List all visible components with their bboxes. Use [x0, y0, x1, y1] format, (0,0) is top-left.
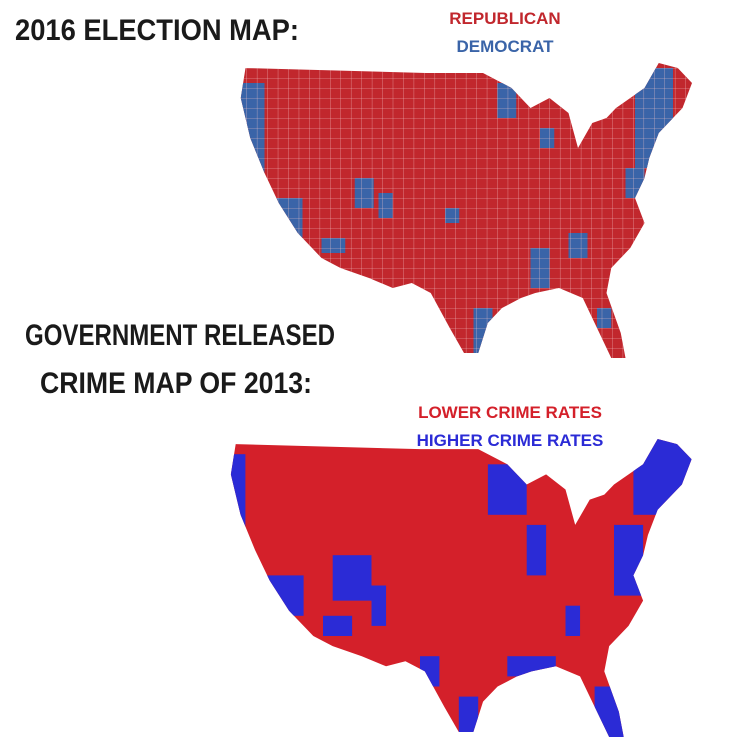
election-title: 2016 ELECTION MAP: [15, 14, 299, 47]
legend-label: REPUBLICAN [449, 9, 560, 28]
crime-map [230, 439, 692, 738]
legend-label: HIGHER CRIME RATES [417, 431, 604, 450]
crime-title: CRIME MAP OF 2013: [40, 367, 312, 400]
legend-label: LOWER CRIME RATES [418, 403, 602, 422]
crime-title: GOVERNMENT RELEASED [25, 319, 335, 352]
legend-label: DEMOCRAT [457, 37, 555, 56]
